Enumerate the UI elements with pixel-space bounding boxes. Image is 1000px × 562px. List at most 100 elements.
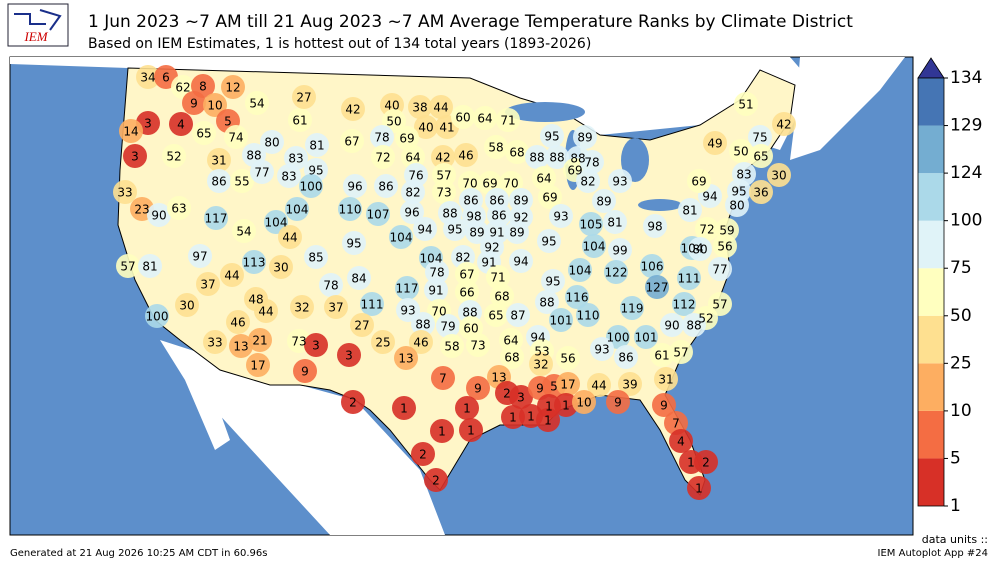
district — [162, 144, 186, 168]
district-rank: 10 — [207, 99, 222, 113]
district — [556, 346, 580, 370]
district-rank: 80 — [692, 243, 707, 257]
district-rank: 61 — [654, 349, 669, 363]
district — [695, 217, 719, 241]
district-rank: 104 — [420, 252, 443, 266]
district-rank: 88 — [246, 149, 261, 163]
district-rank: 97 — [192, 250, 207, 264]
district-rank: 1 — [438, 425, 446, 439]
district-rank: 2 — [419, 448, 427, 462]
district-rank: 55 — [234, 175, 249, 189]
district-rank: 4 — [677, 435, 685, 449]
district-rank: 9 — [614, 396, 622, 410]
district-rank: 95 — [545, 275, 560, 289]
district-rank: 73 — [291, 335, 306, 349]
district-rank: 95 — [544, 130, 559, 144]
district-rank: 78 — [429, 266, 444, 280]
district-rank: 107 — [367, 208, 390, 222]
district-rank: 91 — [489, 226, 504, 240]
district-rank: 8 — [199, 80, 207, 94]
district-rank: 116 — [566, 291, 589, 305]
district — [145, 304, 169, 328]
district-rank: 76 — [408, 169, 423, 183]
district-rank: 86 — [463, 194, 478, 208]
district — [652, 393, 676, 417]
district — [576, 303, 600, 327]
district — [232, 219, 256, 243]
district — [620, 296, 644, 320]
district-rank: 70 — [503, 177, 518, 191]
district-rank: 5 — [224, 115, 232, 129]
district-rank: 93 — [400, 304, 415, 318]
district-rank: 94 — [702, 190, 717, 204]
district — [536, 408, 560, 432]
district-rank: 3 — [345, 349, 353, 363]
district-rank: 65 — [488, 309, 503, 323]
district-rank: 105 — [580, 218, 603, 232]
district-rank: 32 — [533, 358, 548, 372]
district-rank: 34 — [140, 71, 155, 85]
colorbar-band — [918, 268, 944, 316]
district — [226, 310, 250, 334]
district — [401, 145, 425, 169]
district — [401, 180, 425, 204]
district-rank: 56 — [560, 352, 575, 366]
district — [618, 372, 642, 396]
district-rank: 95 — [541, 235, 556, 249]
district — [576, 169, 600, 193]
district — [582, 234, 606, 258]
district-rank: 1 — [544, 414, 552, 428]
district — [278, 225, 302, 249]
district — [749, 180, 773, 204]
district — [293, 359, 317, 383]
district — [725, 193, 749, 217]
district — [341, 390, 365, 414]
district-rank: 86 — [378, 180, 393, 194]
colorbar-tick-label: 5 — [950, 448, 961, 468]
district — [640, 254, 664, 278]
district — [290, 295, 314, 319]
district-rank: 57 — [436, 169, 451, 183]
district — [119, 119, 143, 143]
district — [486, 265, 510, 289]
district — [490, 284, 514, 308]
district — [614, 345, 638, 369]
district — [204, 206, 228, 230]
district-rank: 50 — [386, 115, 401, 129]
district — [480, 235, 504, 259]
district-rank: 69 — [482, 177, 497, 191]
district-rank: 31 — [211, 154, 226, 168]
colorbar-tick-label: 100 — [950, 211, 982, 231]
district — [277, 164, 301, 188]
district-rank: 49 — [707, 137, 722, 151]
district-rank: 58 — [444, 340, 459, 354]
district — [175, 293, 199, 317]
district-rank: 2 — [702, 456, 710, 470]
district-rank: 68 — [504, 351, 519, 365]
district — [203, 330, 227, 354]
district — [395, 126, 419, 150]
district-rank: 81 — [309, 139, 324, 153]
district — [371, 330, 395, 354]
district-rank: 104 — [569, 264, 592, 278]
district — [229, 334, 253, 358]
district — [587, 373, 611, 397]
district-rank: 77 — [712, 263, 727, 277]
district — [506, 303, 530, 327]
district — [549, 204, 573, 228]
district-rank: 56 — [717, 240, 732, 254]
district-rank: 79 — [440, 320, 455, 334]
colorbar-tick-label: 75 — [950, 258, 972, 278]
district-rank: 30 — [179, 299, 194, 313]
district-rank: 81 — [142, 260, 157, 274]
district — [138, 254, 162, 278]
district — [192, 121, 216, 145]
district — [337, 343, 361, 367]
district-rank: 101 — [550, 314, 573, 328]
district — [541, 269, 565, 293]
district — [669, 429, 693, 453]
district-rank: 9 — [536, 382, 544, 396]
district — [606, 390, 630, 414]
district — [425, 260, 449, 284]
